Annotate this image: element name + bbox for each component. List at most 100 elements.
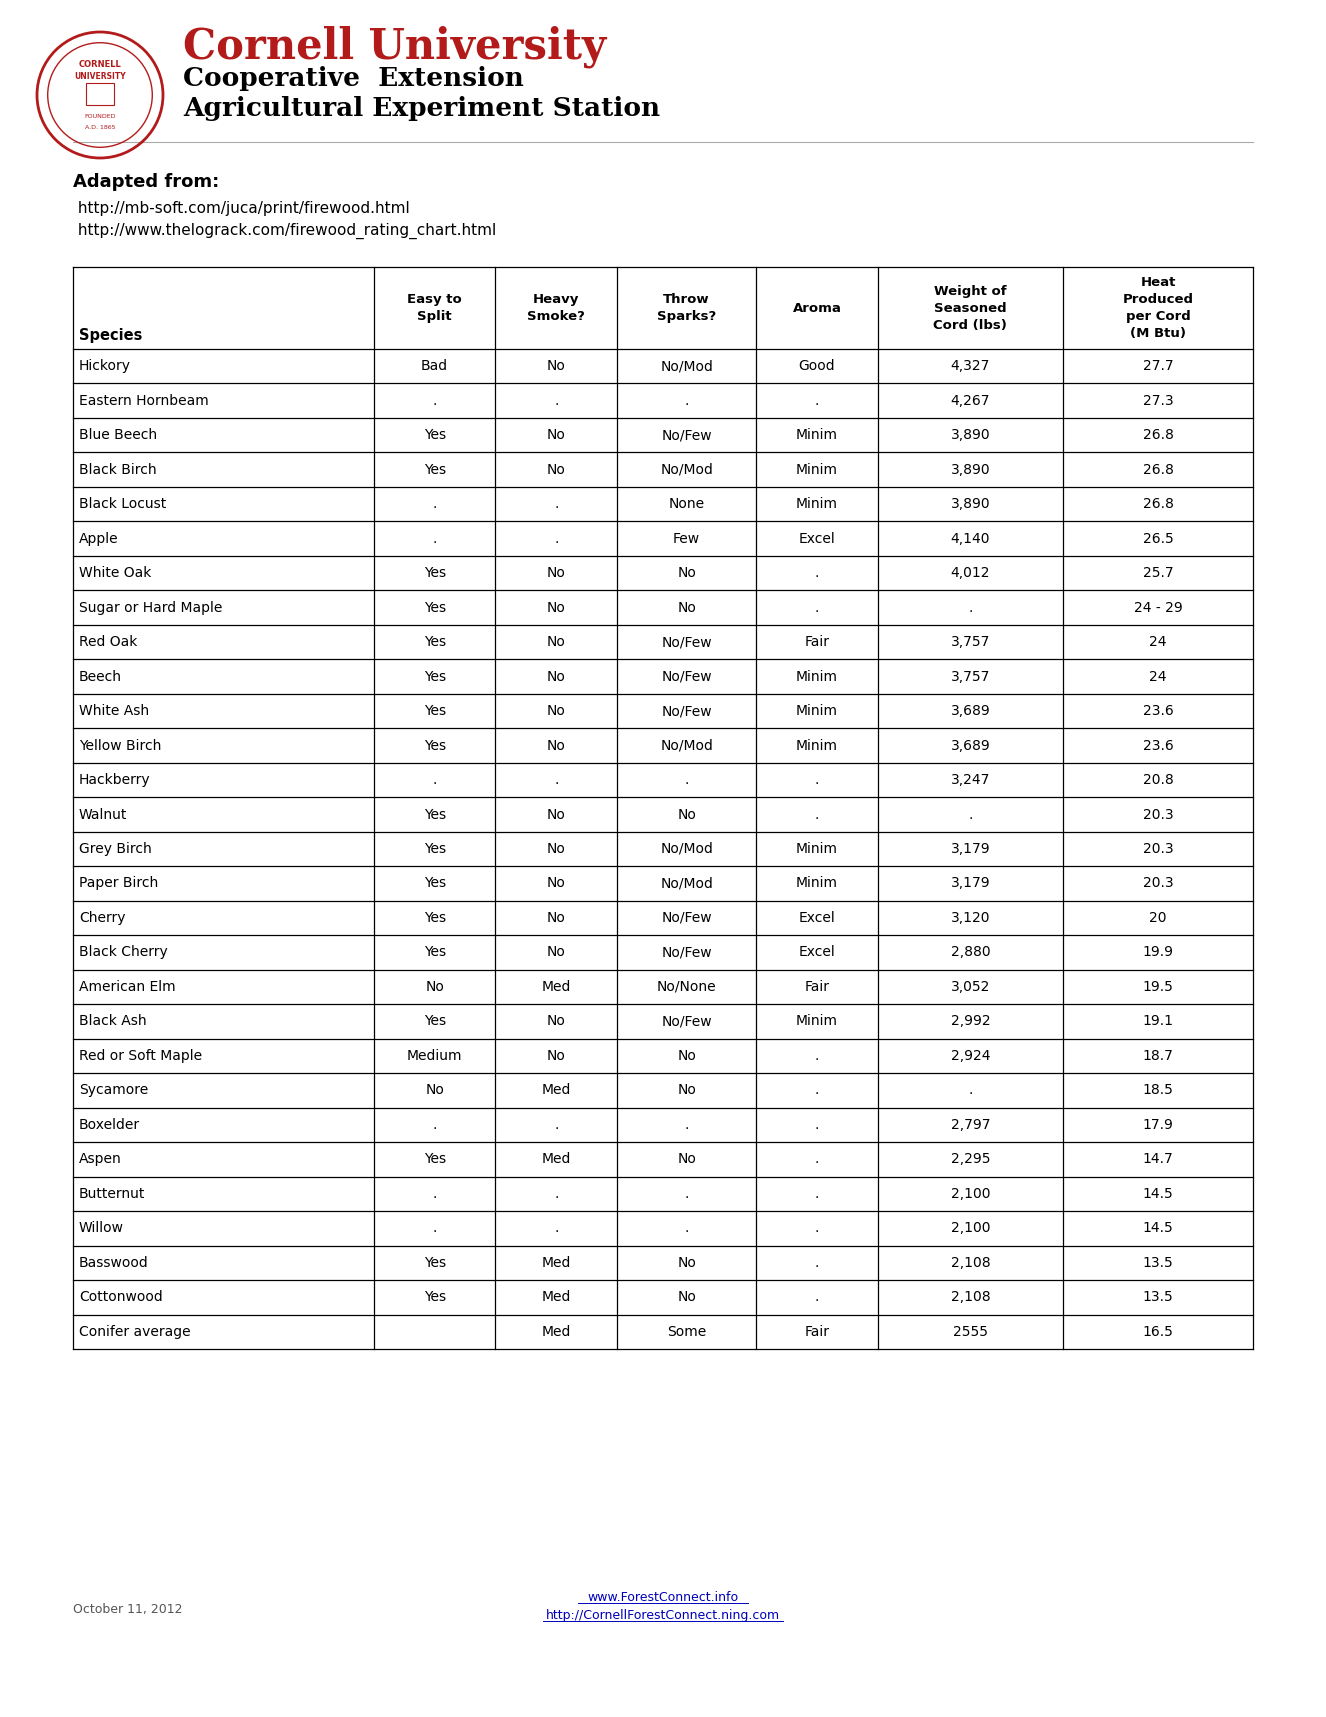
Text: 26.8: 26.8 xyxy=(1143,498,1174,512)
Text: No: No xyxy=(546,359,566,373)
Text: Med: Med xyxy=(541,1083,572,1097)
Text: Minim: Minim xyxy=(796,462,838,477)
Text: Yes: Yes xyxy=(423,841,446,857)
Text: Adapted from:: Adapted from: xyxy=(73,173,219,191)
Text: Yes: Yes xyxy=(423,1152,446,1166)
Text: Weight of
Seasoned
Cord (lbs): Weight of Seasoned Cord (lbs) xyxy=(934,285,1008,331)
Text: .: . xyxy=(814,1152,819,1166)
Text: .: . xyxy=(432,532,436,546)
Text: .: . xyxy=(814,1118,819,1132)
Text: .: . xyxy=(684,393,688,407)
Text: 2,100: 2,100 xyxy=(951,1221,991,1235)
Text: Excel: Excel xyxy=(798,946,835,960)
Text: 3,890: 3,890 xyxy=(951,428,991,443)
Text: No: No xyxy=(678,601,696,615)
Bar xyxy=(86,82,114,105)
Text: 24 - 29: 24 - 29 xyxy=(1134,601,1183,615)
Text: www.ForestConnect.info: www.ForestConnect.info xyxy=(587,1590,739,1604)
Text: Sugar or Hard Maple: Sugar or Hard Maple xyxy=(80,601,223,615)
Text: 18.7: 18.7 xyxy=(1143,1049,1174,1063)
Text: Med: Med xyxy=(541,1289,572,1305)
Text: No/Mod: No/Mod xyxy=(660,738,713,752)
Text: Beech: Beech xyxy=(80,670,122,683)
Text: Grey Birch: Grey Birch xyxy=(80,841,151,857)
Text: 19.9: 19.9 xyxy=(1143,946,1174,960)
Text: 4,327: 4,327 xyxy=(951,359,991,373)
Text: .: . xyxy=(814,773,819,786)
Text: No/Few: No/Few xyxy=(662,428,712,443)
Text: .: . xyxy=(814,393,819,407)
Text: FOUNDED: FOUNDED xyxy=(85,115,115,120)
Text: Few: Few xyxy=(674,532,700,546)
Text: Cooperative  Extension: Cooperative Extension xyxy=(183,67,524,91)
Text: Minim: Minim xyxy=(796,841,838,857)
Text: Excel: Excel xyxy=(798,912,835,925)
Text: Yes: Yes xyxy=(423,704,446,718)
Text: 26.5: 26.5 xyxy=(1143,532,1174,546)
Text: Yes: Yes xyxy=(423,946,446,960)
Text: Eastern Hornbeam: Eastern Hornbeam xyxy=(80,393,208,407)
Text: 13.5: 13.5 xyxy=(1143,1289,1174,1305)
Text: .: . xyxy=(432,1186,436,1200)
Text: 4,267: 4,267 xyxy=(951,393,991,407)
Text: http://www.thelograck.com/firewood_rating_chart.html: http://www.thelograck.com/firewood_ratin… xyxy=(73,223,496,239)
Text: http://CornellForestConnect.ning.com: http://CornellForestConnect.ning.com xyxy=(546,1609,780,1621)
Text: 20.8: 20.8 xyxy=(1143,773,1174,786)
Text: .: . xyxy=(684,1221,688,1235)
Text: Good: Good xyxy=(798,359,835,373)
Text: 2,880: 2,880 xyxy=(951,946,991,960)
Text: Yes: Yes xyxy=(423,601,446,615)
Text: Yes: Yes xyxy=(423,876,446,891)
Text: Species: Species xyxy=(80,328,142,343)
Text: 3,689: 3,689 xyxy=(951,704,991,718)
Text: Agricultural Experiment Station: Agricultural Experiment Station xyxy=(183,96,660,122)
Text: 13.5: 13.5 xyxy=(1143,1255,1174,1271)
Text: No: No xyxy=(546,946,566,960)
Text: 26.8: 26.8 xyxy=(1143,428,1174,443)
Text: Black Locust: Black Locust xyxy=(80,498,166,512)
Text: No: No xyxy=(678,1289,696,1305)
Text: 2555: 2555 xyxy=(953,1326,988,1339)
Text: .: . xyxy=(432,1118,436,1132)
Text: 3,179: 3,179 xyxy=(951,841,991,857)
Text: 4,012: 4,012 xyxy=(951,567,991,580)
Text: .: . xyxy=(554,773,558,786)
Text: Minim: Minim xyxy=(796,704,838,718)
Text: White Ash: White Ash xyxy=(80,704,149,718)
Text: Fair: Fair xyxy=(805,1326,830,1339)
Text: Heavy
Smoke?: Heavy Smoke? xyxy=(528,294,585,323)
Text: Boxelder: Boxelder xyxy=(80,1118,141,1132)
Text: 25.7: 25.7 xyxy=(1143,567,1174,580)
Text: Minim: Minim xyxy=(796,498,838,512)
Text: Basswood: Basswood xyxy=(80,1255,149,1271)
Text: .: . xyxy=(432,498,436,512)
Text: No: No xyxy=(678,807,696,821)
Text: Red Oak: Red Oak xyxy=(80,635,138,649)
Text: 2,108: 2,108 xyxy=(951,1255,991,1271)
Text: .: . xyxy=(684,773,688,786)
Text: Heat
Produced
per Cord
(M Btu): Heat Produced per Cord (M Btu) xyxy=(1123,276,1193,340)
Text: Yes: Yes xyxy=(423,670,446,683)
Text: Minim: Minim xyxy=(796,1015,838,1028)
Text: 19.5: 19.5 xyxy=(1143,980,1174,994)
Text: Yes: Yes xyxy=(423,1255,446,1271)
Text: 3,120: 3,120 xyxy=(951,912,991,925)
Text: Hickory: Hickory xyxy=(80,359,131,373)
Text: No: No xyxy=(546,601,566,615)
Text: 4,140: 4,140 xyxy=(951,532,991,546)
Text: Blue Beech: Blue Beech xyxy=(80,428,156,443)
Text: No: No xyxy=(426,1083,444,1097)
Text: Minim: Minim xyxy=(796,876,838,891)
Text: 20: 20 xyxy=(1150,912,1167,925)
Text: No: No xyxy=(678,1049,696,1063)
Text: Med: Med xyxy=(541,1152,572,1166)
Text: Excel: Excel xyxy=(798,532,835,546)
Text: No/None: No/None xyxy=(656,980,716,994)
Text: Yes: Yes xyxy=(423,1289,446,1305)
Text: 24: 24 xyxy=(1150,670,1167,683)
Text: 3,757: 3,757 xyxy=(951,670,991,683)
Text: .: . xyxy=(814,807,819,821)
Text: .: . xyxy=(814,567,819,580)
Text: Medium: Medium xyxy=(407,1049,463,1063)
Text: No: No xyxy=(546,1049,566,1063)
